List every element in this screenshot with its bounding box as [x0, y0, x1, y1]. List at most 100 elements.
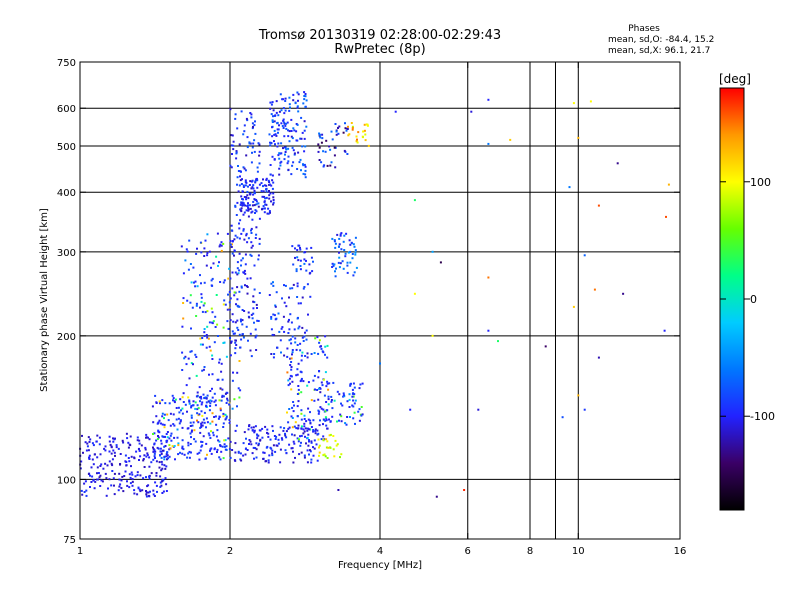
data-point — [165, 455, 168, 458]
data-point — [162, 490, 165, 493]
data-point — [186, 250, 189, 253]
data-point — [303, 120, 306, 123]
data-point — [102, 467, 105, 470]
data-point — [100, 479, 103, 482]
data-point — [301, 296, 304, 299]
data-point — [234, 459, 237, 462]
data-point — [136, 474, 139, 477]
data-point — [305, 338, 308, 341]
data-point — [235, 303, 237, 306]
data-point — [333, 146, 336, 149]
data-point — [212, 320, 215, 323]
data-point — [91, 458, 94, 461]
data-point — [206, 252, 209, 254]
data-point — [309, 449, 311, 452]
data-point — [112, 440, 115, 443]
data-point — [304, 176, 307, 179]
x-axis-ticks: 1 2 4 6 8 10 16 — [77, 62, 686, 557]
data-point — [251, 210, 254, 213]
data-point — [243, 124, 246, 127]
data-point — [246, 449, 249, 451]
data-point — [223, 299, 226, 302]
data-point — [252, 446, 255, 449]
data-point — [339, 413, 342, 416]
data-point — [216, 429, 219, 432]
data-point — [108, 435, 111, 438]
data-point — [188, 450, 191, 453]
data-point — [332, 435, 335, 437]
data-point — [255, 448, 258, 451]
data-point — [272, 196, 275, 199]
data-point — [246, 292, 249, 295]
data-point — [308, 453, 310, 456]
data-point — [251, 151, 253, 154]
data-point — [256, 433, 258, 436]
data-point — [310, 256, 313, 259]
x-tick-label: 4 — [377, 546, 383, 557]
data-point — [306, 429, 309, 432]
data-point — [201, 343, 204, 346]
data-point — [355, 140, 358, 143]
data-point — [301, 326, 304, 329]
data-point — [188, 402, 191, 405]
data-point — [186, 456, 189, 459]
data-point — [258, 292, 261, 294]
data-point — [255, 442, 258, 445]
data-point — [244, 184, 247, 187]
data-point — [319, 406, 322, 409]
data-point — [89, 438, 92, 441]
data-point — [271, 101, 274, 104]
data-point — [487, 276, 490, 279]
data-point — [304, 169, 307, 172]
data-point — [168, 437, 171, 440]
data-point — [199, 431, 202, 434]
data-point — [263, 195, 266, 198]
data-point — [222, 422, 225, 425]
data-point — [306, 427, 309, 430]
data-point — [195, 395, 198, 398]
data-point — [236, 319, 239, 322]
data-point — [202, 418, 205, 421]
data-point — [88, 456, 90, 459]
data-point — [204, 396, 207, 399]
data-point — [351, 404, 354, 407]
data-point — [155, 484, 158, 487]
data-point — [161, 492, 164, 494]
data-point — [292, 410, 295, 413]
data-point — [146, 454, 149, 456]
data-point — [180, 245, 183, 248]
data-point — [214, 415, 217, 418]
data-point — [244, 204, 247, 207]
data-point — [236, 273, 239, 276]
data-point — [189, 425, 192, 427]
data-point — [300, 377, 303, 380]
data-point — [318, 132, 321, 135]
data-point — [117, 489, 120, 492]
data-point — [210, 307, 213, 310]
data-point — [245, 181, 248, 184]
data-point — [339, 262, 342, 265]
data-point — [206, 394, 209, 397]
data-point — [303, 258, 306, 261]
data-point — [87, 473, 90, 475]
data-point — [329, 446, 332, 449]
data-point — [220, 362, 223, 365]
data-point — [271, 452, 274, 455]
data-point — [247, 202, 249, 205]
data-point — [154, 457, 156, 459]
data-point — [344, 127, 347, 130]
data-point — [338, 393, 341, 396]
data-point — [199, 400, 201, 403]
data-point — [272, 356, 275, 359]
data-point — [213, 448, 216, 451]
data-point — [145, 493, 148, 496]
data-point — [157, 422, 160, 425]
data-point — [323, 164, 326, 167]
data-point — [197, 407, 200, 410]
data-point — [366, 123, 369, 126]
data-point — [187, 427, 190, 430]
data-point — [291, 406, 294, 409]
data-point — [284, 151, 287, 153]
data-point — [157, 435, 159, 437]
data-point — [298, 453, 301, 456]
